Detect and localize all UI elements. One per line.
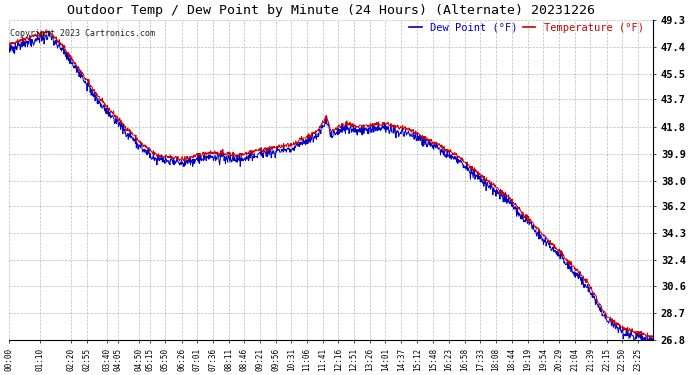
- Dew Point (°F): [573, 274, 581, 278]
- Dew Point (°F): [432, 146, 440, 150]
- Legend: Dew Point (°F), Temperature (°F): Dew Point (°F), Temperature (°F): [405, 18, 648, 37]
- Dew Point (°F): [220, 154, 228, 159]
- Temperature (°F): [642, 335, 651, 339]
- Dew Point (°F): [132, 140, 141, 144]
- Dew Point (°F): [5, 49, 13, 53]
- Line: Dew Point (°F): Dew Point (°F): [9, 31, 653, 343]
- Temperature (°F): [516, 208, 524, 213]
- Temperature (°F): [37, 29, 46, 33]
- Temperature (°F): [649, 333, 658, 338]
- Dew Point (°F): [649, 338, 658, 342]
- Temperature (°F): [132, 137, 141, 142]
- Temperature (°F): [148, 150, 157, 154]
- Temperature (°F): [5, 43, 13, 48]
- Temperature (°F): [573, 267, 581, 271]
- Temperature (°F): [220, 153, 228, 157]
- Title: Outdoor Temp / Dew Point by Minute (24 Hours) (Alternate) 20231226: Outdoor Temp / Dew Point by Minute (24 H…: [67, 4, 595, 17]
- Dew Point (°F): [148, 156, 157, 160]
- Dew Point (°F): [516, 213, 524, 217]
- Dew Point (°F): [642, 340, 651, 345]
- Text: Copyright 2023 Cartronics.com: Copyright 2023 Cartronics.com: [10, 29, 155, 38]
- Temperature (°F): [432, 141, 440, 146]
- Line: Temperature (°F): Temperature (°F): [9, 31, 653, 337]
- Dew Point (°F): [37, 29, 46, 33]
